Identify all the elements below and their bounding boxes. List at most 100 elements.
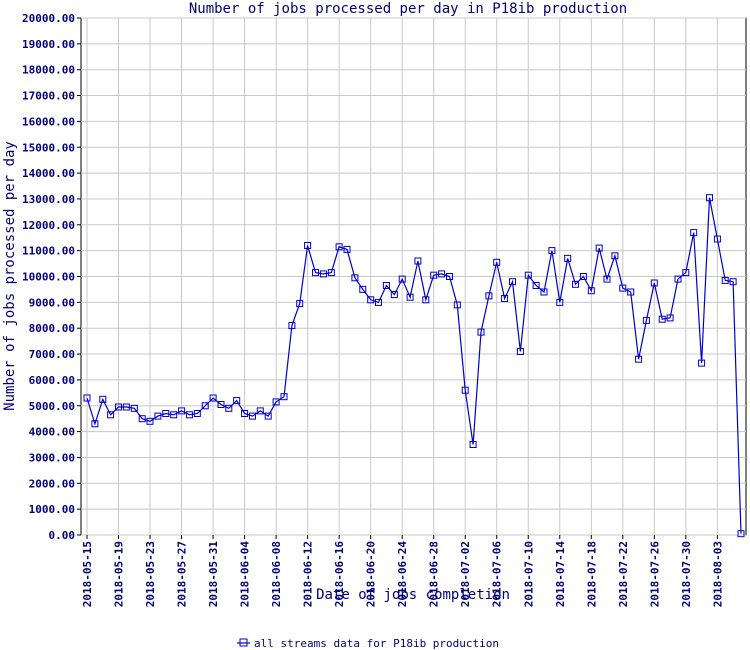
- data-point: [453, 301, 461, 309]
- data-point: [146, 417, 154, 425]
- x-tick-label: 2018-06-08: [270, 541, 283, 607]
- data-point: [382, 282, 390, 289]
- data-point: [241, 410, 249, 417]
- data-point: [635, 355, 643, 363]
- x-tick-label: 2018-07-30: [680, 541, 693, 607]
- y-tick-label: 16000.00: [22, 115, 75, 128]
- y-tick-label: 8000.00: [29, 322, 75, 335]
- data-point: [359, 285, 367, 293]
- data-point: [509, 278, 516, 286]
- data-point: [414, 257, 422, 265]
- data-point: [548, 247, 556, 255]
- y-tick-label: 15000.00: [22, 141, 75, 154]
- y-tick-label: 11000.00: [22, 245, 75, 258]
- legend-label: all streams data for P18ib production: [254, 637, 499, 650]
- data-point: [375, 298, 382, 306]
- data-point: [737, 530, 745, 538]
- x-tick-label: 2018-05-23: [144, 541, 157, 607]
- data-point: [611, 252, 619, 260]
- data-point: [272, 398, 280, 406]
- data-point: [658, 315, 666, 323]
- data-point: [130, 404, 138, 412]
- data-point: [217, 401, 225, 408]
- x-tick-label: 2018-05-15: [81, 541, 94, 607]
- y-axis: 0.00 1000.00 2000.00 3000.00 4000.00 5000.00 6…: [22, 12, 81, 542]
- x-tick-label: 2018-07-10: [522, 541, 535, 607]
- data-point: [485, 292, 493, 300]
- x-tick-label: 2018-06-12: [302, 541, 315, 607]
- data-point: [312, 269, 319, 277]
- series-line: [86, 197, 742, 534]
- y-tick-label: 17000.00: [22, 90, 75, 103]
- data-point: [99, 395, 107, 403]
- data-point: [170, 411, 178, 419]
- data-point: [406, 293, 414, 301]
- data-point: [674, 275, 682, 283]
- x-tick-label: 2018-07-18: [585, 541, 598, 607]
- y-tick-label: 2000.00: [29, 477, 75, 490]
- data-point: [540, 288, 548, 296]
- x-tick-label: 2018-07-26: [648, 541, 661, 608]
- data-point: [115, 403, 122, 411]
- x-tick-label: 2018-05-19: [113, 541, 126, 607]
- legend-marker: [239, 638, 248, 647]
- y-tick-label: 4000.00: [29, 426, 75, 439]
- data-point: [304, 242, 312, 249]
- legend: all streams data for P18ib production: [237, 637, 499, 650]
- data-point: [556, 298, 564, 306]
- x-tick-label: 2018-07-22: [617, 541, 630, 607]
- data-points: [83, 194, 745, 538]
- data-point: [721, 276, 729, 284]
- data-point: [587, 287, 595, 295]
- data-point: [682, 269, 690, 277]
- data-point: [343, 245, 351, 253]
- y-tick-label: 10000.00: [22, 271, 75, 284]
- data-point: [666, 314, 674, 322]
- data-point: [579, 273, 587, 280]
- data-point: [572, 280, 579, 288]
- data-point: [469, 441, 477, 448]
- y-tick-label: 18000.00: [22, 64, 75, 77]
- data-point: [698, 359, 706, 367]
- data-point: [327, 269, 335, 277]
- y-tick-label: 1000.00: [29, 503, 75, 516]
- x-tick-label: 2018-08-03: [711, 541, 724, 607]
- data-point: [185, 411, 193, 419]
- data-point: [178, 407, 186, 415]
- y-tick-label: 14000.00: [22, 167, 75, 180]
- data-point: [398, 275, 406, 283]
- data-point: [713, 235, 721, 243]
- data-point: [501, 295, 509, 302]
- data-point: [225, 404, 233, 412]
- data-point: [706, 194, 713, 202]
- y-tick-label: 20000.00: [22, 12, 75, 25]
- x-tick-label: 2018-06-04: [239, 541, 252, 608]
- data-point: [642, 316, 650, 324]
- data-point: [351, 274, 359, 282]
- data-point: [91, 420, 99, 428]
- y-axis-label: Number of jobs processed per day: [2, 141, 18, 411]
- data-point: [154, 412, 162, 420]
- data-point: [477, 328, 485, 336]
- data-point: [619, 284, 627, 292]
- x-axis-label: Date of jobs completion: [316, 587, 510, 603]
- x-tick-label: 2018-07-14: [554, 541, 567, 608]
- data-point: [335, 243, 343, 251]
- data-point: [446, 273, 453, 280]
- y-tick-label: 6000.00: [29, 374, 75, 387]
- data-point: [422, 296, 430, 304]
- x-tick-label: 2018-06-24: [396, 541, 409, 608]
- data-point: [193, 410, 201, 417]
- y-tick-label: 7000.00: [29, 348, 75, 361]
- chart-title: Number of jobs processed per day in P18i…: [189, 1, 627, 17]
- data-point: [138, 415, 146, 423]
- x-tick-label: 2018-05-27: [176, 541, 189, 607]
- data-point: [296, 300, 304, 308]
- data-point: [319, 270, 327, 278]
- data-point: [650, 279, 658, 287]
- data-point: [603, 275, 611, 283]
- data-point: [83, 394, 91, 402]
- y-tick-label: 13000.00: [22, 193, 75, 206]
- y-tick-label: 12000.00: [22, 219, 75, 232]
- y-tick-label: 9000.00: [29, 296, 75, 309]
